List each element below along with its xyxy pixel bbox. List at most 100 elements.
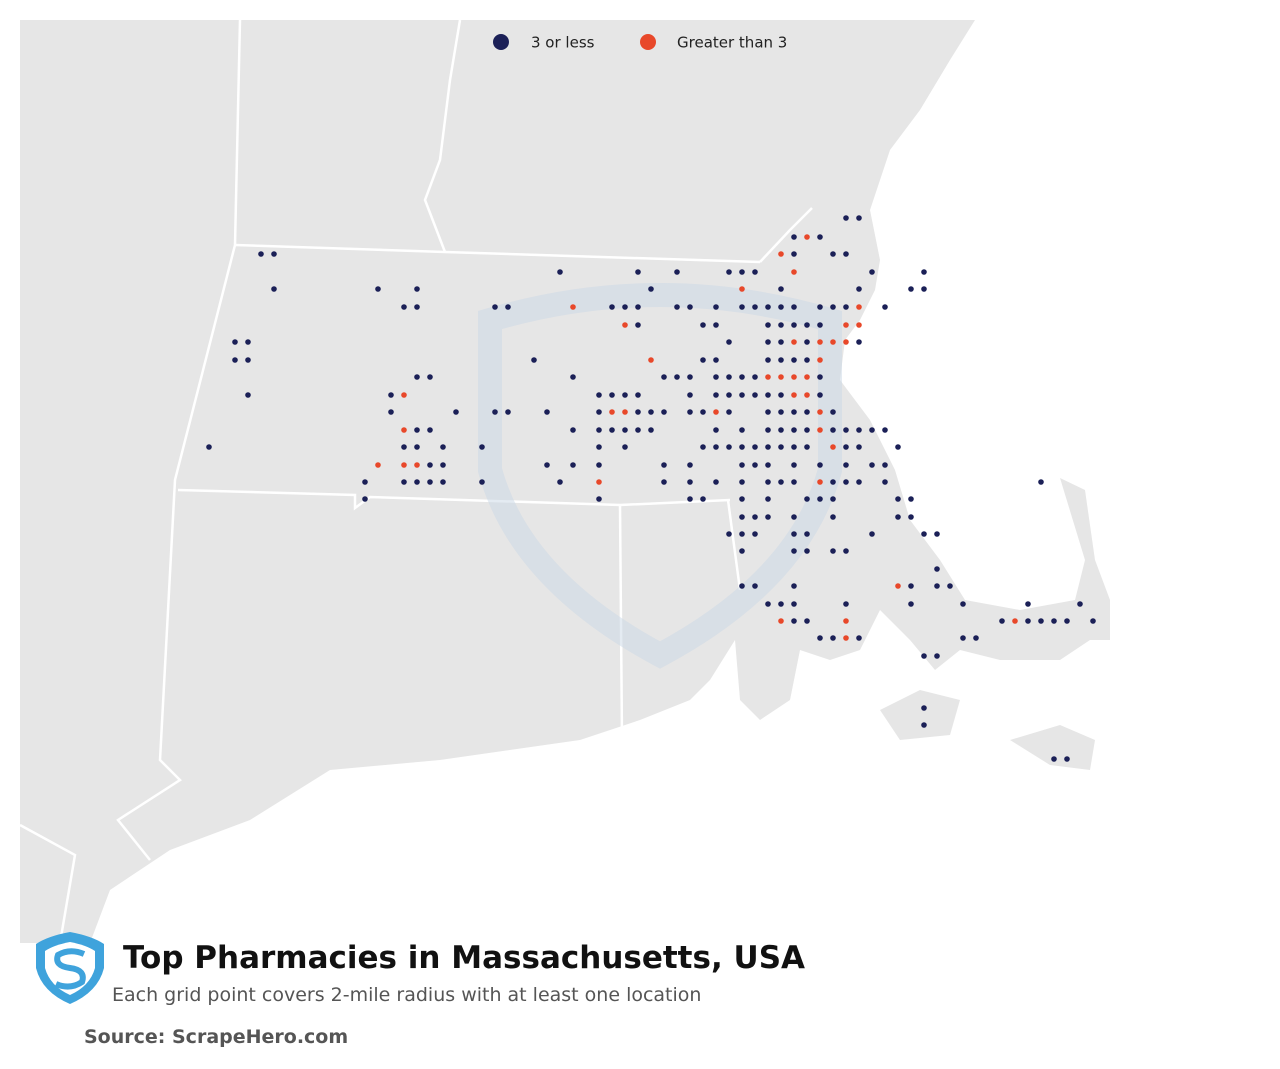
grid-point <box>921 722 927 728</box>
marthas-vineyard <box>880 690 960 740</box>
grid-point <box>843 479 849 485</box>
grid-point <box>739 531 745 537</box>
grid-point <box>570 304 576 310</box>
grid-point <box>921 269 927 275</box>
legend-label: 3 or less <box>531 34 595 52</box>
grid-point <box>245 357 251 363</box>
grid-points <box>206 215 1096 762</box>
grid-point <box>856 444 862 450</box>
grid-point <box>622 409 628 415</box>
state-borders <box>19 19 813 944</box>
grid-point <box>687 409 693 415</box>
grid-point <box>830 635 836 641</box>
grid-point <box>804 427 810 433</box>
grid-point <box>739 514 745 520</box>
grid-point <box>843 548 849 554</box>
grid-point <box>739 392 745 398</box>
grid-point <box>999 618 1005 624</box>
grid-point <box>687 496 693 502</box>
grid-point <box>271 251 277 257</box>
grid-point <box>414 462 420 468</box>
grid-point <box>817 427 823 433</box>
logo-s <box>54 948 86 990</box>
grid-point <box>739 479 745 485</box>
grid-point <box>1090 618 1096 624</box>
grid-point <box>804 374 810 380</box>
grid-point <box>843 215 849 221</box>
grid-point <box>687 479 693 485</box>
grid-point <box>505 409 511 415</box>
grid-point <box>830 427 836 433</box>
grid-point <box>739 304 745 310</box>
grid-point <box>778 322 784 328</box>
grid-point <box>895 514 901 520</box>
grid-point <box>674 269 680 275</box>
grid-point <box>817 322 823 328</box>
grid-point <box>817 496 823 502</box>
grid-point <box>427 462 433 468</box>
grid-point <box>648 409 654 415</box>
grid-point <box>609 427 615 433</box>
grid-point <box>739 444 745 450</box>
grid-point <box>726 392 732 398</box>
grid-point <box>687 392 693 398</box>
grid-point <box>791 601 797 607</box>
grid-point <box>804 357 810 363</box>
grid-point <box>791 357 797 363</box>
grid-point <box>375 462 381 468</box>
grid-point <box>778 374 784 380</box>
grid-point <box>908 514 914 520</box>
grid-point <box>817 357 823 363</box>
subtitle: Each grid point covers 2-mile radius wit… <box>112 984 701 1006</box>
grid-point <box>804 548 810 554</box>
nh-coast-line <box>759 207 813 263</box>
grid-point <box>622 427 628 433</box>
grid-point <box>804 444 810 450</box>
grid-point <box>427 479 433 485</box>
grid-point <box>440 444 446 450</box>
grid-point <box>635 427 641 433</box>
grid-point <box>856 215 862 221</box>
grid-point <box>817 392 823 398</box>
grid-point <box>544 462 550 468</box>
grid-point <box>414 286 420 292</box>
grid-point <box>817 479 823 485</box>
grid-point <box>414 374 420 380</box>
grid-point <box>791 514 797 520</box>
grid-point <box>1077 601 1083 607</box>
vt-nh-line <box>423 19 462 253</box>
grid-point <box>245 392 251 398</box>
grid-point <box>778 286 784 292</box>
grid-point <box>414 427 420 433</box>
grid-point <box>453 409 459 415</box>
watermark <box>478 283 842 669</box>
grid-point <box>622 322 628 328</box>
grid-point <box>856 635 862 641</box>
grid-point <box>674 374 680 380</box>
grid-point <box>1025 601 1031 607</box>
grid-point <box>765 496 771 502</box>
grid-point <box>739 427 745 433</box>
grid-point <box>713 479 719 485</box>
grid-point <box>661 374 667 380</box>
grid-point <box>1038 479 1044 485</box>
grid-point <box>843 635 849 641</box>
grid-point <box>791 583 797 589</box>
grid-point <box>843 601 849 607</box>
grid-point <box>791 251 797 257</box>
grid-point <box>778 304 784 310</box>
grid-point <box>635 392 641 398</box>
grid-point <box>401 479 407 485</box>
grid-point <box>778 618 784 624</box>
grid-point <box>791 427 797 433</box>
grid-point <box>388 392 394 398</box>
grid-point <box>687 304 693 310</box>
grid-point <box>700 357 706 363</box>
nj-line <box>19 823 77 944</box>
grid-point <box>609 392 615 398</box>
grid-point <box>596 479 602 485</box>
ri-ma-line <box>726 499 742 591</box>
grid-point <box>635 304 641 310</box>
grid-point <box>856 286 862 292</box>
grid-point <box>934 653 940 659</box>
